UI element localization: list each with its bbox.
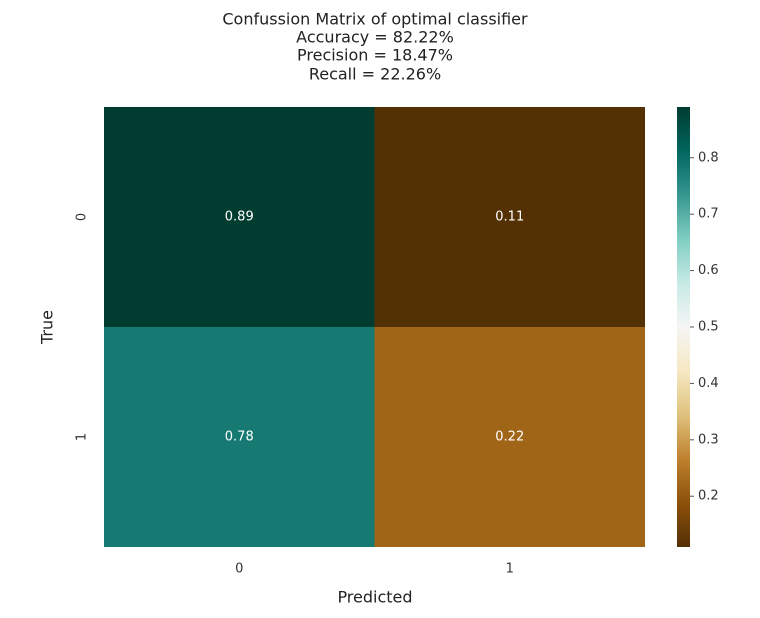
chart-title: Confussion Matrix of optimal classifier bbox=[222, 10, 528, 29]
cell-label: 0.22 bbox=[495, 430, 524, 445]
y-tick-label: 1 bbox=[75, 433, 90, 441]
cell-label: 0.78 bbox=[225, 430, 254, 445]
chart-subtitle: Precision = 18.47% bbox=[297, 46, 453, 65]
cell-label: 0.89 bbox=[225, 210, 254, 225]
colorbar-tick-label: 0.4 bbox=[698, 376, 719, 391]
colorbar-tick-label: 0.7 bbox=[698, 207, 719, 222]
cell-label: 0.11 bbox=[495, 210, 524, 225]
x-tick-label: 0 bbox=[235, 562, 243, 577]
heatmap-cell bbox=[104, 327, 375, 547]
chart-subtitle: Accuracy = 82.22% bbox=[296, 28, 454, 47]
x-axis-label: Predicted bbox=[337, 588, 412, 607]
colorbar-tick-label: 0.5 bbox=[698, 320, 719, 335]
heatmap-cell bbox=[374, 327, 645, 547]
heatmap-cell bbox=[104, 107, 375, 327]
colorbar bbox=[677, 107, 690, 547]
colorbar-tick-label: 0.2 bbox=[698, 489, 719, 504]
colorbar-tick-label: 0.6 bbox=[698, 263, 719, 278]
y-axis-label: True bbox=[38, 310, 57, 345]
y-tick-label: 0 bbox=[75, 213, 90, 221]
chart-subtitle: Recall = 22.26% bbox=[309, 65, 441, 84]
x-tick-label: 1 bbox=[506, 562, 514, 577]
colorbar-tick-label: 0.8 bbox=[698, 150, 719, 165]
colorbar-tick-label: 0.3 bbox=[698, 432, 719, 447]
heatmap-cell bbox=[374, 107, 645, 327]
